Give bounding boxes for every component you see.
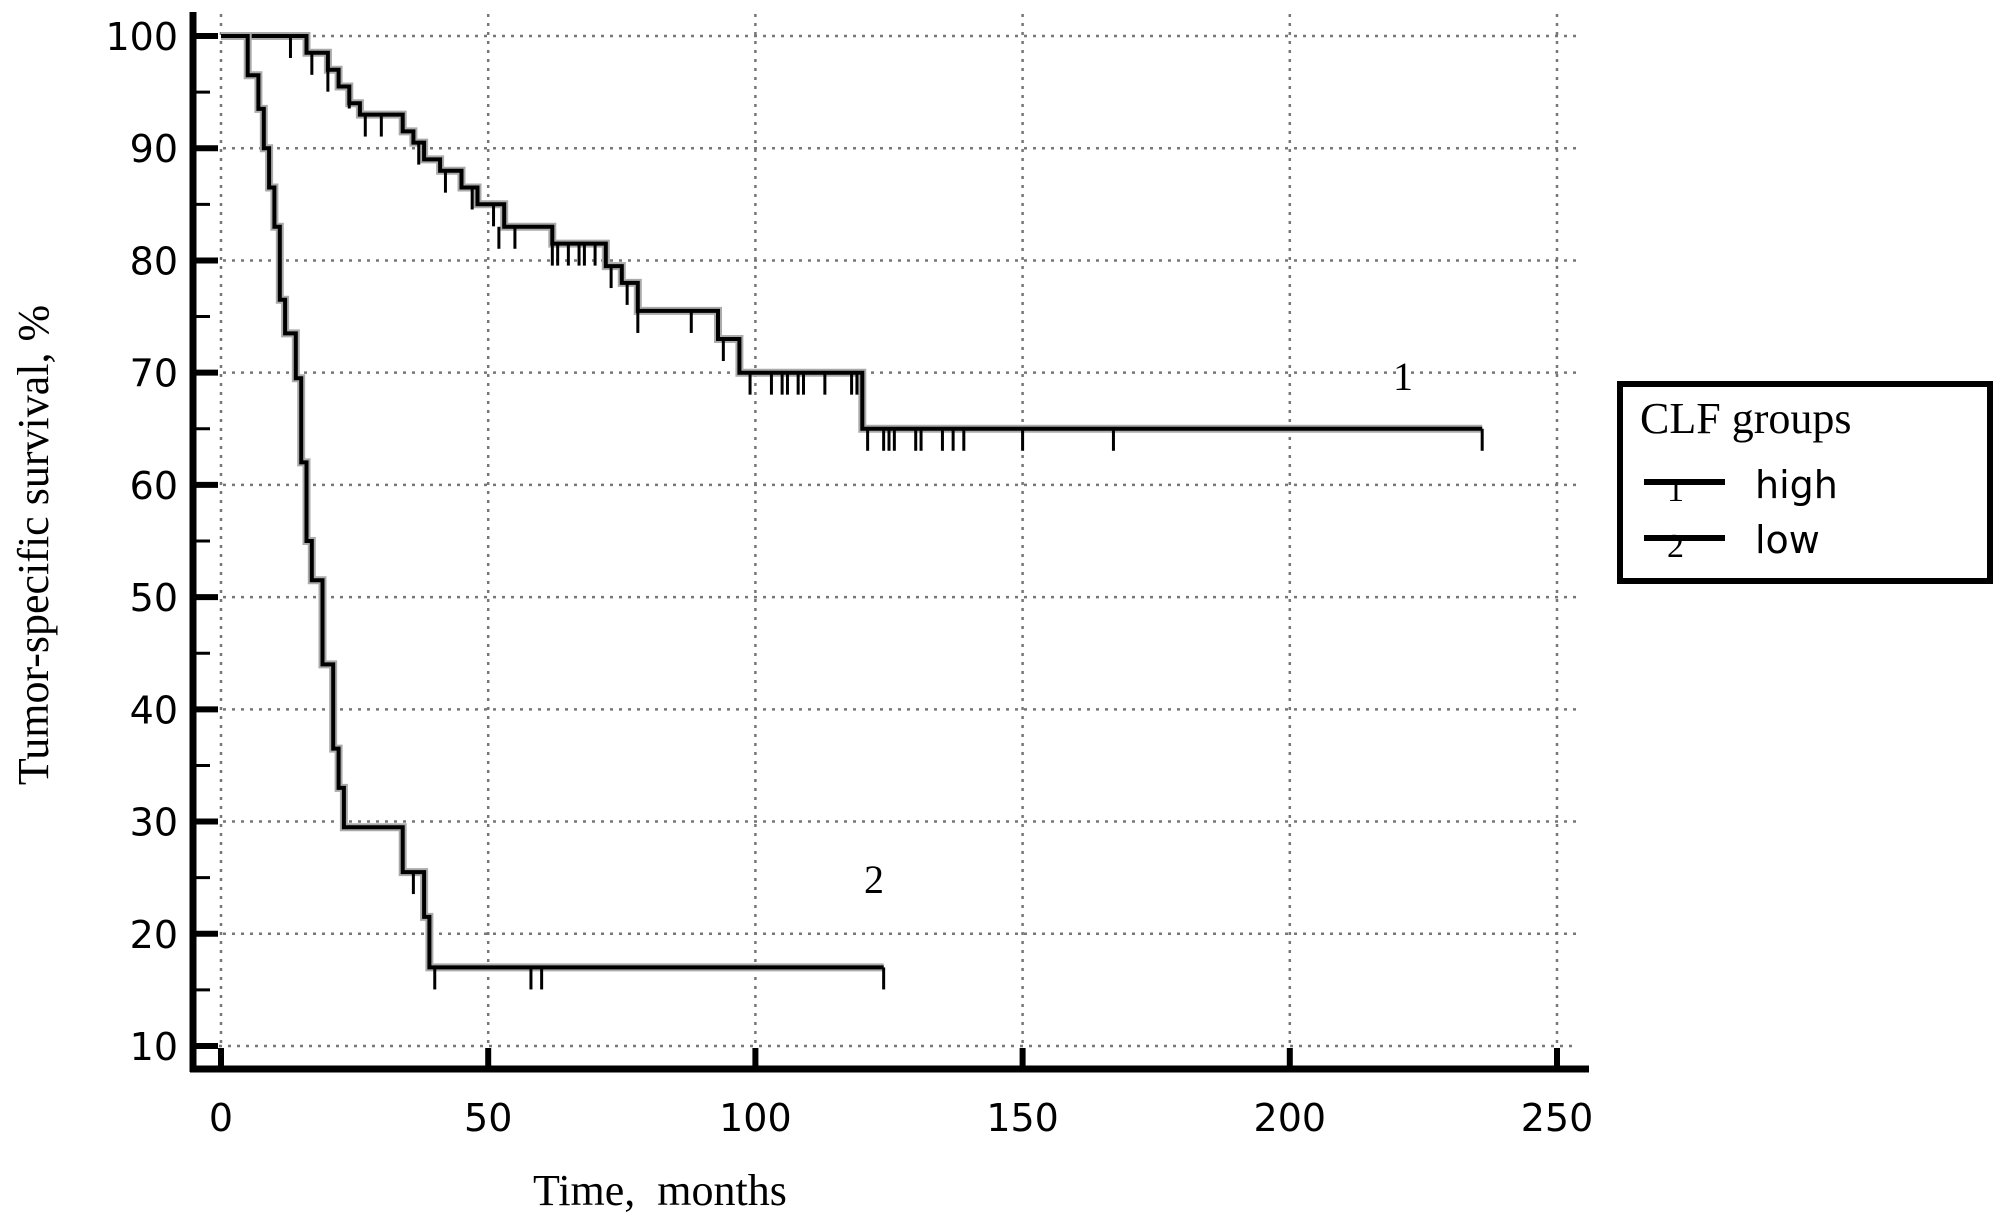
curve-2-label: 2 [864,857,884,902]
y-axis-title: Tumor-specific survival, % [9,305,58,785]
legend-item-low: 2 low [1644,518,1820,565]
x-tick-label: 200 [1254,1096,1327,1140]
survival-line [221,34,884,970]
x-tick-label: 250 [1521,1096,1594,1140]
y-tick-label: 30 [130,801,178,845]
gridlines [210,14,1577,1062]
legend-box [1617,381,1993,584]
curve-high [221,32,1484,451]
x-tick-label: 0 [209,1096,233,1140]
x-tick-label: 50 [464,1096,512,1140]
legend-item-label: high [1755,463,1838,507]
y-tick-label: 80 [130,239,178,283]
y-tick-label: 10 [130,1025,178,1069]
y-tick-label: 70 [130,352,178,396]
y-tick-label: 40 [130,688,178,732]
y-tick-label: 50 [130,576,178,620]
legend-item-high: 1 high [1644,463,1838,509]
axes [189,12,1589,1073]
y-tick-label: 20 [130,913,178,957]
legend-item-label: low [1755,518,1820,562]
legend-item-number: 2 [1667,528,1684,565]
x-tick-label: 150 [986,1096,1059,1140]
curve-1-label: 1 [1393,354,1413,399]
tick-labels: 10 20 30 40 50 60 70 80 90 100 0 50 100 150 200 250 [105,15,1593,1140]
curve-low [221,32,886,990]
x-axis-title: Time, months [533,1166,787,1215]
x-tick-label: 100 [719,1096,792,1140]
legend: CLF groups 1 high 2 low [1617,381,1993,584]
survival-curves [221,32,1484,990]
legend-item-number: 1 [1667,472,1684,509]
survival-line [221,34,1483,431]
y-tick-label: 90 [130,127,178,171]
y-tick-label: 60 [130,464,178,508]
y-tick-label: 100 [105,15,178,59]
legend-title: CLF groups [1640,394,1851,443]
